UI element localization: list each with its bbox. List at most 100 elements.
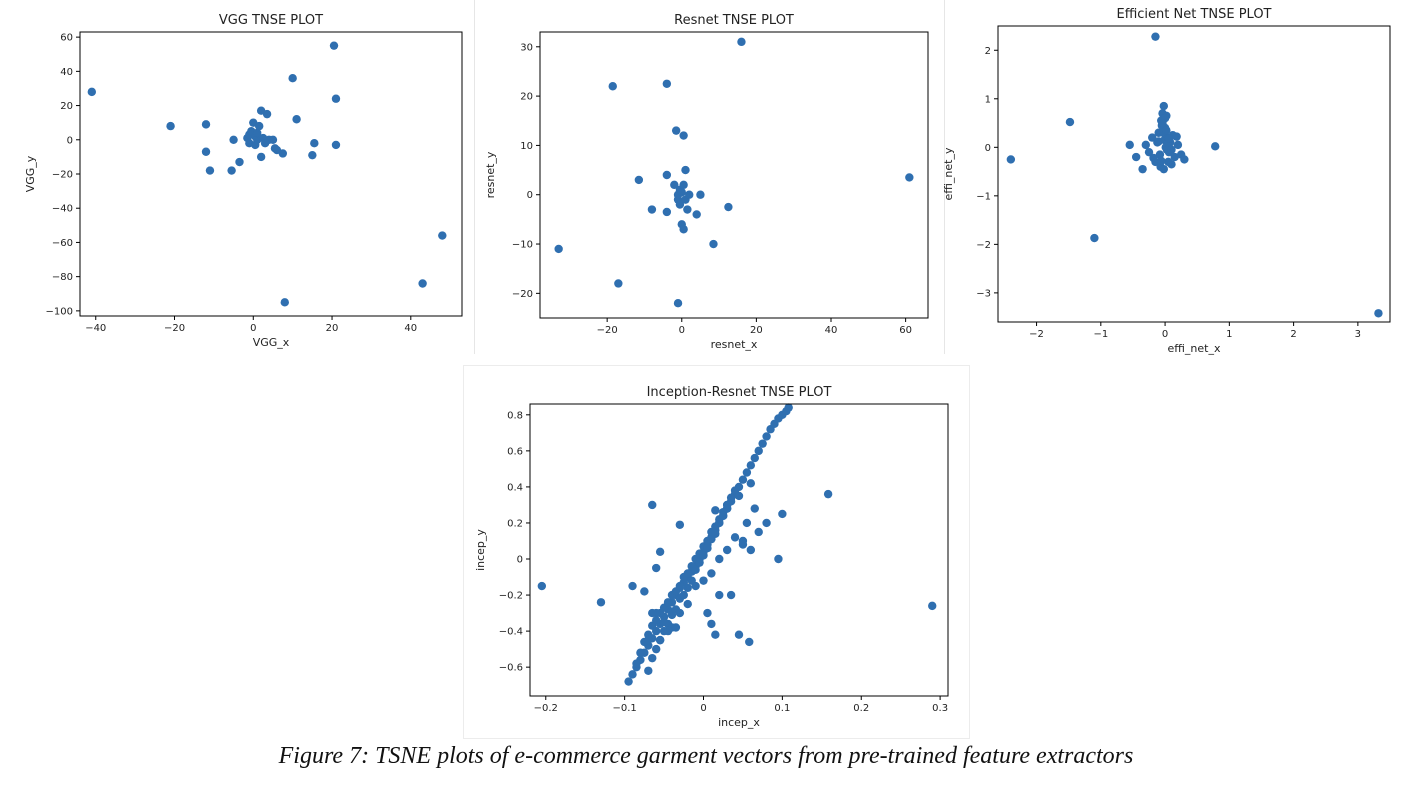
y-tick-label: 2 [985, 46, 991, 57]
x-tick-label: −20 [164, 323, 185, 334]
scatter-point [1170, 152, 1179, 162]
scatter-point [278, 149, 288, 158]
y-tick-label: 0 [985, 143, 991, 154]
figure-caption: Figure 7: TSNE plots of e-commerce garme… [278, 743, 1134, 769]
scatter-point [1374, 309, 1383, 318]
y-tick-label: −1 [976, 191, 991, 202]
scatter-point [331, 94, 341, 103]
scatter-point [1159, 101, 1168, 111]
scatter-point [640, 587, 649, 596]
x-tick-label: 60 [899, 325, 912, 336]
resnet-tsne-plot: Resnet TNSE PLOT −20 0 20 40 60 −20 −10 0 10 20 30 r… [478, 0, 945, 354]
scatter-point [679, 131, 688, 140]
y-tick-label: 30 [520, 42, 533, 53]
incep-chart-svg: Inception-Resnet TNSE PLOT −0.2 −0.1 0 0.1 0.… [474, 385, 949, 729]
plot-frame [539, 31, 929, 319]
scatter-point [1065, 117, 1075, 127]
scatter-point [691, 581, 700, 591]
y-tick-label: 1 [985, 94, 991, 105]
y-tick-label: −100 [46, 306, 73, 317]
scatter-point [715, 590, 724, 600]
x-tick-label: −0.2 [534, 703, 558, 714]
scatter-point [675, 581, 685, 591]
x-tick-label: 1 [1226, 329, 1232, 340]
scatter-point [648, 653, 657, 663]
x-tick-label: −0.1 [612, 703, 636, 714]
scatter-point [691, 565, 700, 575]
plot-frame [997, 25, 1391, 323]
y-tick-label: −3 [976, 288, 991, 299]
scatter-point [201, 120, 211, 129]
scatter-point [726, 590, 736, 600]
scatter-point [1164, 157, 1173, 167]
y-tick-label: 0 [67, 135, 73, 146]
chart-title: Resnet TNSE PLOT [674, 13, 794, 28]
scatter-point [734, 630, 744, 639]
scatter-point [675, 520, 685, 529]
scatter-point [711, 529, 720, 538]
scatter-point [663, 626, 673, 636]
scatter-point [651, 563, 661, 573]
x-tick-label: 0 [679, 325, 685, 336]
scatter-point [726, 493, 736, 502]
scatter-point [754, 446, 763, 456]
scatter-point [696, 190, 705, 199]
scatter-point [738, 540, 748, 549]
x-axis-label: effi_net_x [1168, 342, 1221, 355]
scatter-point [1159, 164, 1168, 174]
x-tick-label: −2 [1029, 329, 1044, 340]
scatter-point [651, 644, 661, 654]
scatter-point [703, 608, 712, 618]
scatter-point [288, 73, 297, 83]
scatter-point [745, 637, 754, 647]
scatter-point [778, 509, 787, 519]
scatter-point [262, 109, 272, 119]
scatter-point [715, 518, 724, 528]
x-axis-label: incep_x [718, 716, 760, 729]
scatter-point [648, 608, 657, 618]
scatter-point [711, 630, 720, 639]
scatter-point [655, 547, 665, 557]
x-tick-label: 2 [1290, 329, 1296, 340]
scatter-point [1131, 152, 1141, 162]
scatter-point [256, 152, 266, 162]
scatter-point [750, 453, 759, 463]
scatter-point [683, 583, 692, 593]
scatter-point [1158, 118, 1167, 128]
y-axis-label: incep_y [474, 529, 487, 571]
scatter-point [205, 166, 215, 175]
scatter-point [823, 489, 833, 499]
scatter-point [784, 403, 793, 412]
scatter-point [730, 533, 740, 542]
scatter-point [648, 500, 657, 510]
scatter-point [227, 166, 236, 175]
scatter-point [608, 82, 617, 91]
y-tick-label: −60 [52, 238, 73, 249]
scatter-point [628, 670, 637, 679]
scatter-point [699, 576, 708, 585]
scatter-point [662, 170, 672, 180]
scatter-point [554, 244, 563, 254]
scatter-point [746, 545, 756, 555]
scatter-point [1155, 150, 1165, 159]
scatter-point [644, 635, 653, 645]
scatter-point [655, 635, 665, 645]
scatter-point [1149, 153, 1158, 163]
scatter-point [671, 126, 681, 135]
scatter-point [724, 202, 733, 212]
scatter-point [670, 180, 679, 190]
scatter-point [1006, 155, 1016, 164]
scatter-point [707, 619, 716, 629]
scatter-point [253, 128, 262, 138]
x-tick-label: 0.2 [853, 703, 869, 714]
scatter-point [715, 554, 724, 564]
y-tick-label: 40 [60, 67, 73, 78]
chart-title: VGG TNSE PLOT [219, 13, 323, 28]
y-tick-label: 0.8 [507, 410, 523, 421]
vgg-tsne-plot: VGG TNSE PLOT −40 −20 0 20 40 −100 −80 −60 −40 −20… [0, 0, 475, 354]
scatter-point [683, 569, 692, 578]
scatter-point [1125, 140, 1134, 150]
scatter-point [292, 115, 301, 124]
scatter-point [280, 298, 289, 307]
scatter-point [707, 569, 716, 578]
